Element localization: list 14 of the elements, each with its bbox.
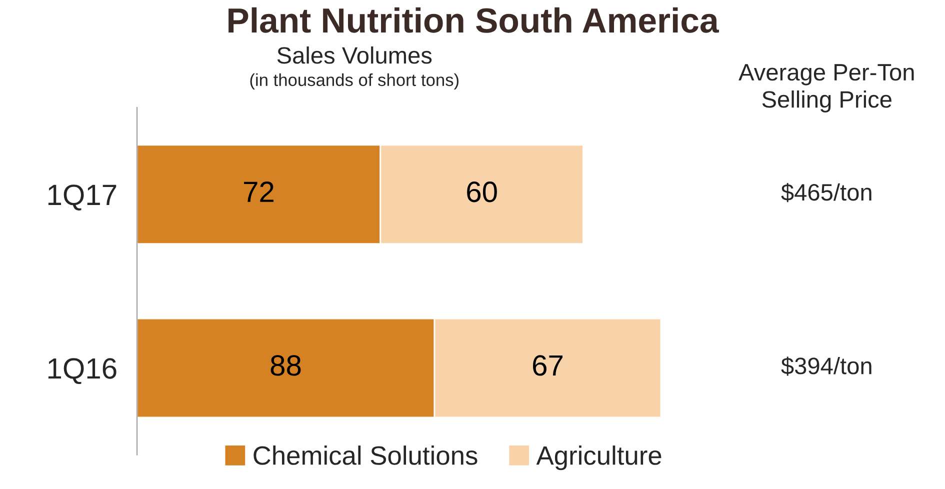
data-label: 67: [533, 355, 562, 376]
legend-label: Chemical Solutions: [254, 446, 478, 465]
data-label: 60: [467, 182, 497, 202]
text: $465/ton: [781, 183, 872, 202]
y-tick-label: 1Q17: [48, 184, 116, 210]
chart-title: Plant Nutrition South America: [228, 7, 720, 33]
text: Average Per-Ton Selling Price: [738, 64, 914, 112]
y-tick-label: 1Q16: [48, 358, 116, 384]
text: $394/ton: [781, 356, 872, 376]
chart-subtitle: Sales Volumes: [277, 46, 432, 64]
data-label: 72: [244, 182, 274, 202]
legend-label: Agriculture: [536, 446, 662, 470]
text: (in thousands of short tons): [250, 73, 458, 90]
data-label: 88: [270, 355, 301, 376]
